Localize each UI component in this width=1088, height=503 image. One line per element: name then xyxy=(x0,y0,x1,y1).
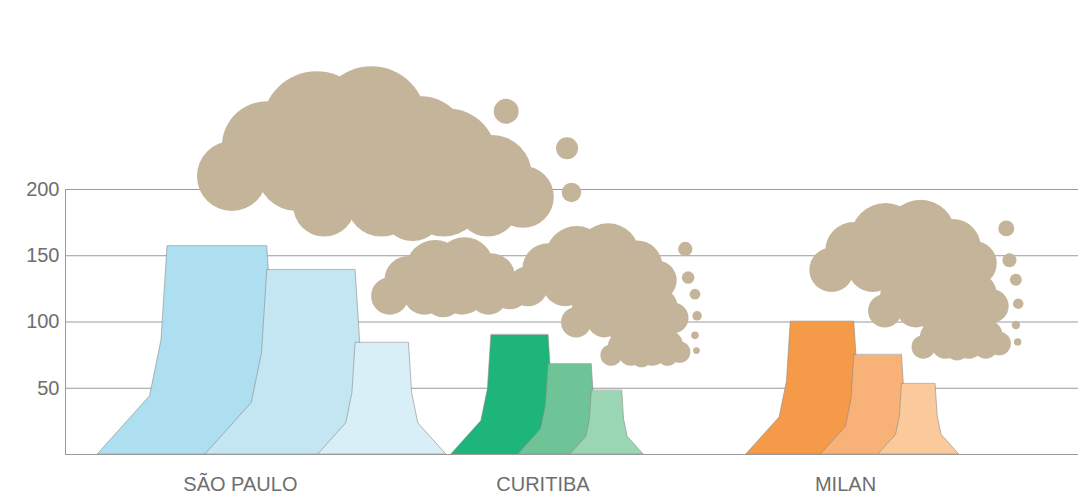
svg-text:50: 50 xyxy=(37,377,59,399)
svg-text:SÃO PAULO: SÃO PAULO xyxy=(183,472,297,495)
svg-text:150: 150 xyxy=(26,244,59,266)
svg-text:100: 100 xyxy=(26,310,59,332)
svg-text:CURITIBA: CURITIBA xyxy=(496,473,590,495)
svg-text:200: 200 xyxy=(26,178,59,200)
svg-text:MILAN: MILAN xyxy=(815,473,876,495)
